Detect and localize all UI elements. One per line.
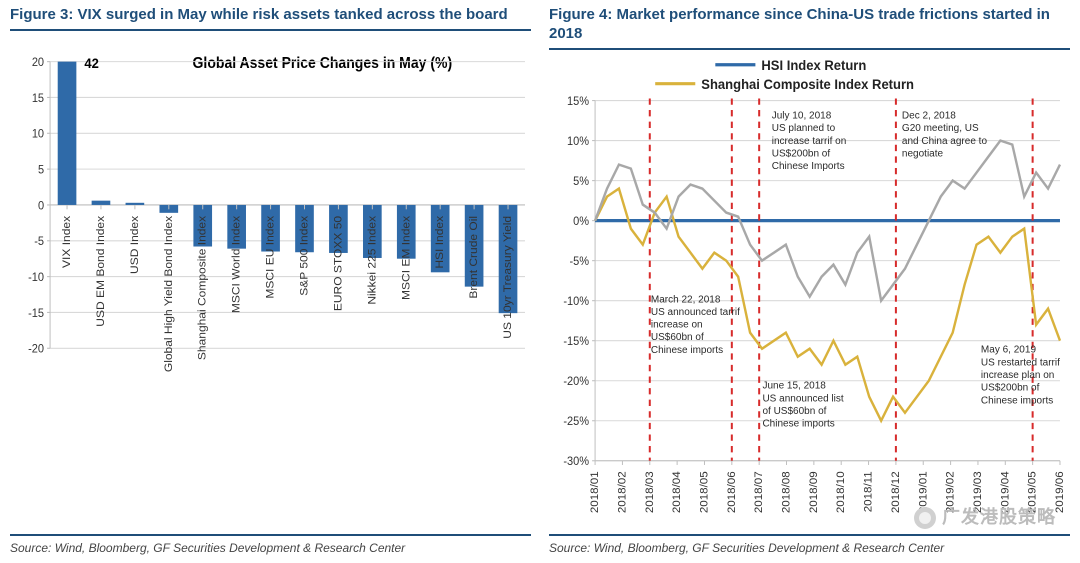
figure4-title: Figure 4: Market performance since China… [549,6,1070,50]
figure4-annotation-may6: May 6, 2019 [981,344,1036,355]
figure3-xtick: USD Index [129,215,140,273]
figure4-panel: Figure 4: Market performance since China… [549,6,1070,557]
figure3-xtick: MSCI EM Index [401,215,412,299]
figure4-ytick: 0% [573,215,589,227]
figure4-annotation-july10: US planned to [772,123,836,134]
figure4-annotation-dec2: Dec 2, 2018 [902,110,956,121]
figure4-ytick: 10% [567,135,589,147]
figure4-annotation-july10: US$200bn of [772,148,831,159]
figure3-bar [92,200,111,204]
figure4-ytick: -15% [563,335,589,347]
figure4-xtick: 2019/04 [1000,471,1012,513]
figure3-svg: Global Asset Price Changes in May (%) -20… [10,31,531,534]
figure4-xtick: 2019/01 [917,471,929,513]
figure4-xtick: 2018/05 [699,471,711,513]
figure4-annotation-july10: increase tarrif on [772,135,847,146]
figure3-xtick: US 10yr Treasury Yield [502,216,513,339]
figure3-ytick: -15 [28,307,44,320]
figure3-ytick: -20 [28,343,44,356]
figure3-panel: Figure 3: VIX surged in May while risk a… [10,6,531,557]
figure3-xtick: Global High Yield Bond Index [163,215,174,371]
figure4-ytick: 15% [567,95,589,107]
legend-shcomp-label: Shanghai Composite Index Return [701,76,914,91]
figure4-ytick: -30% [563,455,589,467]
figure4-annotation-may6: US$200bn of [981,382,1040,393]
figure3-xtick: EURO STOXX 50 [333,216,344,311]
figure4-annotation-may6: Chinese imports [981,395,1053,406]
figure4-xtick: 2018/03 [644,471,656,513]
figure3-bar [58,61,77,204]
figure3-chart: Global Asset Price Changes in May (%) -20… [10,31,531,534]
figure4-annotation-march22: Chinese imports [651,344,723,355]
figure4-annotation-june15: US announced list [762,393,843,404]
figure3-xtick: Shanghai Composite Index [197,215,208,359]
figure4-xtick: 2018/11 [863,471,875,512]
figure4-xtick: 2019/06 [1054,471,1066,513]
figure4-ytick: -25% [563,415,589,427]
figure4-xtick: 2018/09 [808,471,820,513]
figure3-callout: 42 [84,55,99,71]
figure4-svg: HSI Index Return Shanghai Composite Index… [549,50,1070,535]
legend-hsi-label: HSI Index Return [761,57,866,72]
figure4-xtick: 2018/08 [781,471,793,513]
figure3-ytick: 0 [38,200,44,213]
figure3-ytick: 20 [32,56,44,69]
figure4-ytick: 5% [573,175,589,187]
figure3-xtick: S&P 500 Index [299,215,310,295]
figure3-chart-title: Global Asset Price Changes in May (%) [193,55,453,72]
figure4-chart: HSI Index Return Shanghai Composite Index… [549,50,1070,535]
figure4-ytick: -10% [563,295,589,307]
figure4-annotation-dec2: negotiate [902,148,943,159]
figure4-annotation-march22: US$60bn of [651,331,704,342]
figure4-annotation-march22: increase on [651,319,703,330]
figure4-xtick: 2018/07 [753,471,765,513]
figure4-xtick: 2018/02 [617,471,629,513]
figure4-annotation-july10: July 10, 2018 [772,110,832,121]
figure3-xtick: Nikkei 225 Index [367,215,378,304]
figure3-xtick: USD EM Bond Index [95,215,106,326]
figure3-source: Source: Wind, Bloomberg, GF Securities D… [10,541,405,555]
figure3-xtick: MSCI World Index [231,215,242,312]
figure3-xtick: VIX Index [61,215,72,267]
figure3-xtick: Brent Crude Oil [469,216,480,299]
figure4-xtick: 2019/02 [945,471,957,513]
figure4-xtick: 2019/05 [1027,471,1039,513]
figure3-source-wrap: Source: Wind, Bloomberg, GF Securities D… [10,534,531,557]
figure4-xtick: 2018/01 [589,471,601,513]
figure4-annotation-march22: March 22, 2018 [651,294,721,305]
figure3-title: Figure 3: VIX surged in May while risk a… [10,6,531,31]
page-root: Figure 3: VIX surged in May while risk a… [0,0,1080,563]
figure4-xtick: 2019/03 [972,471,984,513]
figure3-xtick: MSCI EU Index [265,215,276,298]
figure4-xtick: 2018/12 [890,471,902,513]
figure3-ytick: -10 [28,271,44,284]
figure4-annotation-june15: June 15, 2018 [762,380,826,391]
figure4-ytick: -5% [569,255,589,267]
figure4-annotation-march22: US announced tarrif [651,306,740,317]
figure3-ytick: 10 [32,128,44,141]
figure4-annotation-july10: Chinese Imports [772,160,845,171]
figure4-annotation-may6: increase plan on [981,369,1055,380]
figure4-source: Source: Wind, Bloomberg, GF Securities D… [549,541,944,555]
figure4-annotation-june15: Chinese imports [762,418,834,429]
figure3-bar [126,203,145,205]
figure4-annotation-dec2: and China agree to [902,135,987,146]
figure3-ytick: 15 [32,92,44,105]
figure4-annotation-dec2: G20 meeting, US [902,123,979,134]
figure4-ytick: -20% [563,375,589,387]
figure3-ytick: -5 [34,236,44,249]
figure4-annotation-may6: US restarted tarrif [981,357,1060,368]
figure4-xtick: 2018/04 [671,471,683,513]
figure4-xtick: 2018/06 [726,471,738,513]
figure4-xtick: 2018/10 [835,471,847,513]
figure3-xtick: HSI Index [435,215,446,268]
figure4-source-wrap: Source: Wind, Bloomberg, GF Securities D… [549,534,1070,557]
figure4-annotation-june15: of US$60bn of [762,405,826,416]
figure3-ytick: 5 [38,164,44,177]
